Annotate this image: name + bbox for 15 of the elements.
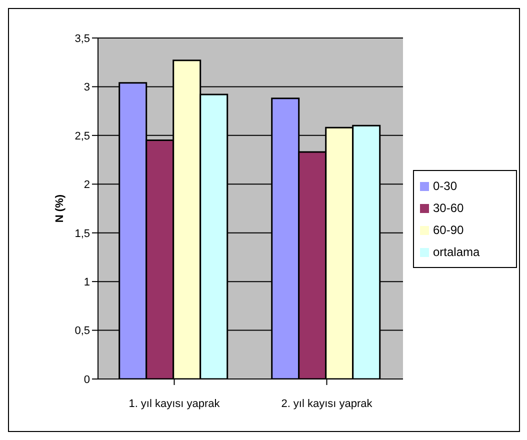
y-axis-title: N (%) — [54, 194, 66, 223]
y-tick-label: 3 — [84, 82, 90, 94]
legend-label: 0-30 — [433, 179, 458, 193]
y-tick-label: 2 — [84, 179, 90, 192]
x-tick-label: 1. yıl kayısı yaprak — [128, 398, 220, 410]
y-tick-label: 1,5 — [74, 228, 90, 240]
x-tick-label: 2. yıl kayısı yaprak — [281, 398, 373, 410]
y-tick-label: 0,5 — [74, 325, 90, 338]
legend-label: 30-60 — [433, 201, 464, 215]
legend-label: ortalama — [433, 245, 480, 259]
y-tick-label: 1 — [84, 276, 90, 288]
y-tick-label: 3,5 — [74, 32, 90, 45]
y-tick-label: 0 — [84, 374, 90, 386]
y-tick-label: 2,5 — [74, 130, 90, 142]
legend-label: 60-90 — [433, 223, 464, 237]
